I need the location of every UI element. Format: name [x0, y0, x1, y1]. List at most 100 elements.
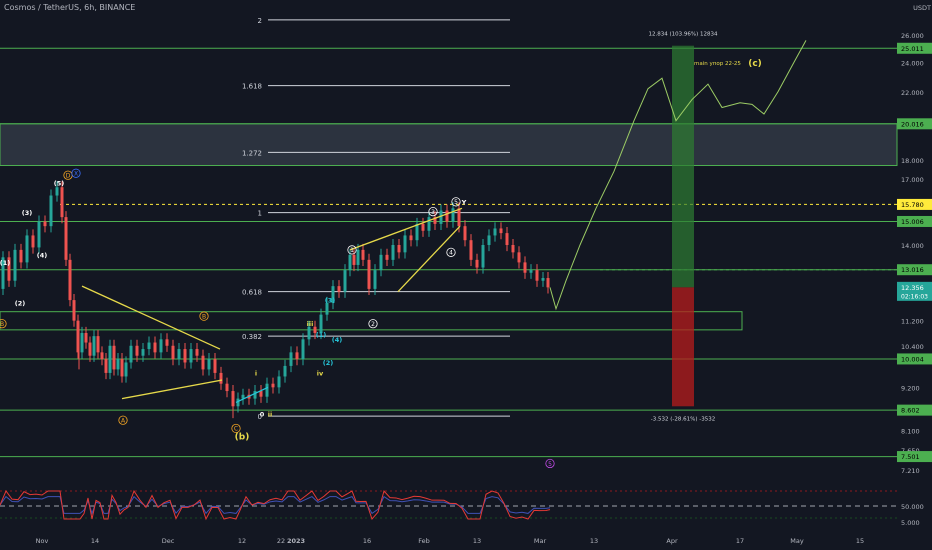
wave-label: (1) — [0, 259, 10, 267]
candle-body — [283, 365, 287, 377]
y-tick-label: 7.210 — [901, 467, 920, 475]
candle-body — [457, 208, 461, 227]
wave-label: C — [234, 426, 238, 433]
price-tag — [897, 264, 932, 276]
candle-body — [481, 245, 485, 268]
trend-line — [397, 225, 461, 293]
candle-body — [43, 221, 47, 227]
wave-label: (1) — [316, 331, 326, 339]
wave-label-circle — [446, 247, 456, 257]
candle-body — [1, 257, 5, 289]
resistance-zone — [0, 123, 898, 166]
x-tick-label: 13 — [590, 537, 598, 545]
price-tag — [897, 281, 932, 301]
stop-label: -3.532 (-28.61%) -3532 — [651, 416, 715, 422]
price-tag-value: 8.602 — [901, 407, 920, 415]
y-tick-label: 26.000 — [901, 32, 924, 40]
projection-label: main упор 22-25 — [694, 61, 741, 67]
price-tag-value: 15.780 — [901, 201, 924, 209]
rsi-level-label: 50.000 — [901, 503, 924, 511]
candle-body — [7, 257, 11, 281]
candle-body — [64, 217, 68, 260]
currency-label: USDT — [913, 4, 931, 12]
candle-body — [72, 300, 76, 321]
candle-body — [295, 352, 299, 360]
candle-body — [219, 372, 223, 384]
x-tick-label: 12 — [238, 537, 246, 545]
candle-body — [92, 336, 96, 356]
x-tick-label: Mar — [534, 537, 547, 545]
candle-body — [415, 223, 419, 241]
candle-body — [313, 326, 317, 333]
candle-body — [96, 336, 100, 353]
y-tick-label: 18.000 — [901, 157, 924, 165]
price-tag — [897, 215, 932, 227]
candle-body — [76, 320, 80, 353]
x-tick-label: 14 — [91, 537, 99, 545]
x-tick-label: Dec — [162, 537, 175, 545]
x-tick-label: 15 — [856, 537, 864, 545]
candle-body — [373, 270, 377, 289]
candle-body — [108, 345, 112, 373]
wave-label-circle — [118, 415, 128, 425]
price-tag — [897, 42, 932, 54]
candle-body — [546, 278, 550, 288]
candle-body — [289, 352, 293, 366]
candle-body — [124, 362, 128, 377]
wave-label: A — [121, 418, 126, 425]
candle-body — [385, 254, 389, 260]
wave-label-circle — [0, 319, 7, 329]
candle-body — [265, 383, 269, 397]
x-tick-label: 17 — [736, 537, 744, 545]
y-tick-label: 8.100 — [901, 428, 920, 436]
candle-body — [80, 332, 84, 353]
x-tick-label: May — [790, 537, 804, 545]
fib-level-label: 1 — [258, 210, 262, 218]
candle-body — [153, 342, 157, 353]
candle-body — [129, 345, 133, 363]
candle-body — [135, 345, 139, 356]
candle-body — [427, 217, 431, 231]
candle-body — [171, 345, 175, 360]
wave-label: 0 — [260, 411, 265, 419]
candle-body — [147, 342, 151, 350]
candle-body — [505, 233, 509, 245]
candle-body — [529, 270, 533, 273]
fib-level-label: 1.618 — [242, 83, 262, 91]
wave-label: (2) — [15, 299, 25, 307]
candle-body — [523, 262, 527, 273]
candle-body — [195, 349, 199, 356]
candle-body — [487, 235, 491, 245]
target-label: 12.834 (103.96%) 12834 — [649, 32, 719, 38]
wave-label: (c) — [748, 59, 762, 69]
wave-label: B — [0, 321, 4, 328]
price-tag — [897, 404, 932, 416]
candle-body — [37, 221, 41, 248]
fib-level-label: 2 — [258, 17, 262, 25]
trend-line — [235, 386, 269, 404]
countdown-timer: 02:16:03 — [901, 293, 928, 300]
candle-body — [343, 270, 347, 292]
trend-line — [349, 207, 463, 251]
candle-body — [241, 394, 245, 399]
candle-body — [403, 235, 407, 253]
wave-label: (3) — [22, 209, 32, 217]
price-tag-value: 15.006 — [901, 218, 924, 226]
x-tick-label: 22 — [277, 537, 285, 545]
candle-body — [13, 249, 17, 281]
wave-label: 4 — [449, 250, 453, 257]
price-tag-value: 12.356 — [901, 284, 924, 292]
candle-body — [499, 228, 503, 234]
candle-body — [201, 355, 205, 370]
candle-body — [68, 259, 72, 301]
x-tick-label: Apr — [666, 537, 678, 545]
candle-body — [493, 228, 497, 236]
fib-level-label: 0.618 — [242, 289, 262, 297]
candle-body — [352, 254, 356, 265]
wave-label: D — [66, 173, 71, 180]
candle-body — [104, 359, 108, 373]
rsi-line — [0, 489, 551, 521]
candle-body — [183, 349, 187, 363]
candle-body — [88, 342, 92, 356]
